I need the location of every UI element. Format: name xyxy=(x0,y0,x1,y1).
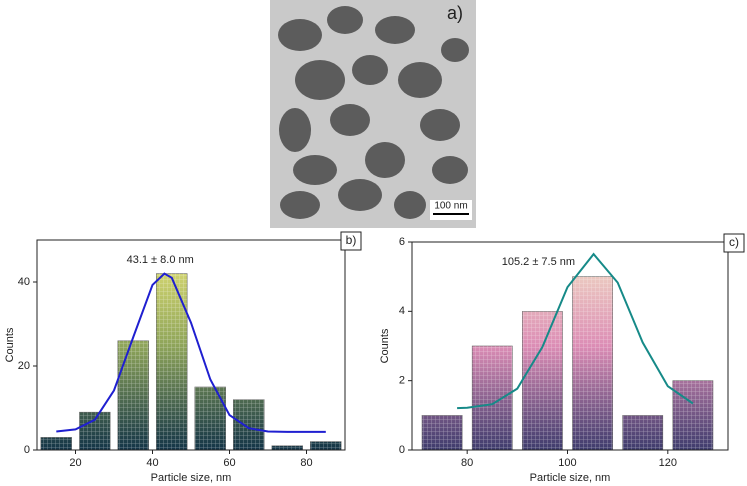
y-axis-label: Counts xyxy=(379,328,391,363)
particles xyxy=(278,6,469,219)
annotation: 105.2 ± 7.5 nm xyxy=(502,256,575,268)
bar-texture xyxy=(472,346,513,450)
plot-frame xyxy=(411,241,729,451)
y-tick-label: 6 xyxy=(399,236,405,248)
fit-curve xyxy=(457,252,694,410)
panel-label-box xyxy=(340,231,362,251)
x-axis-label: Particle size, nm xyxy=(530,472,611,484)
bar-texture xyxy=(422,415,463,450)
panel-label-box xyxy=(723,233,745,253)
bar-texture xyxy=(117,340,149,450)
bar-texture xyxy=(672,380,713,450)
x-axis-label: Particle size, nm xyxy=(151,472,232,484)
bar-texture xyxy=(156,273,188,450)
bar-texture xyxy=(233,399,265,450)
plot-frame xyxy=(36,239,346,451)
bar-texture xyxy=(572,276,613,450)
scale-label: 100 nm xyxy=(434,201,467,212)
bar-texture xyxy=(622,415,663,450)
x-tick-label: 100 xyxy=(558,457,576,469)
panel-label: a) xyxy=(447,3,463,23)
fit-curve xyxy=(56,272,326,433)
y-tick-label: 4 xyxy=(399,305,405,317)
bar-texture xyxy=(79,412,111,450)
y-tick-label: 2 xyxy=(399,375,405,387)
y-tick-label: 0 xyxy=(399,444,405,456)
bar-texture xyxy=(522,311,563,450)
panel-label: c) xyxy=(729,235,739,249)
annotation: 43.1 ± 8.0 nm xyxy=(127,254,194,266)
x-tick-label: 40 xyxy=(146,457,158,469)
x-tick-label: 20 xyxy=(69,457,81,469)
y-tick-label: 0 xyxy=(24,444,30,456)
x-tick-label: 80 xyxy=(461,457,473,469)
bar-texture xyxy=(194,387,226,450)
x-tick-label: 120 xyxy=(659,457,677,469)
y-axis-label: Counts xyxy=(4,327,16,362)
bar-texture xyxy=(310,441,342,450)
x-tick-label: 60 xyxy=(223,457,235,469)
x-tick-label: 80 xyxy=(300,457,312,469)
bar-texture xyxy=(271,445,303,450)
y-tick-label: 20 xyxy=(18,360,30,372)
y-tick-label: 40 xyxy=(18,276,30,288)
bar-texture xyxy=(40,437,72,450)
panel-label: b) xyxy=(346,233,357,247)
tem-image: a) 100 nm xyxy=(270,0,476,228)
